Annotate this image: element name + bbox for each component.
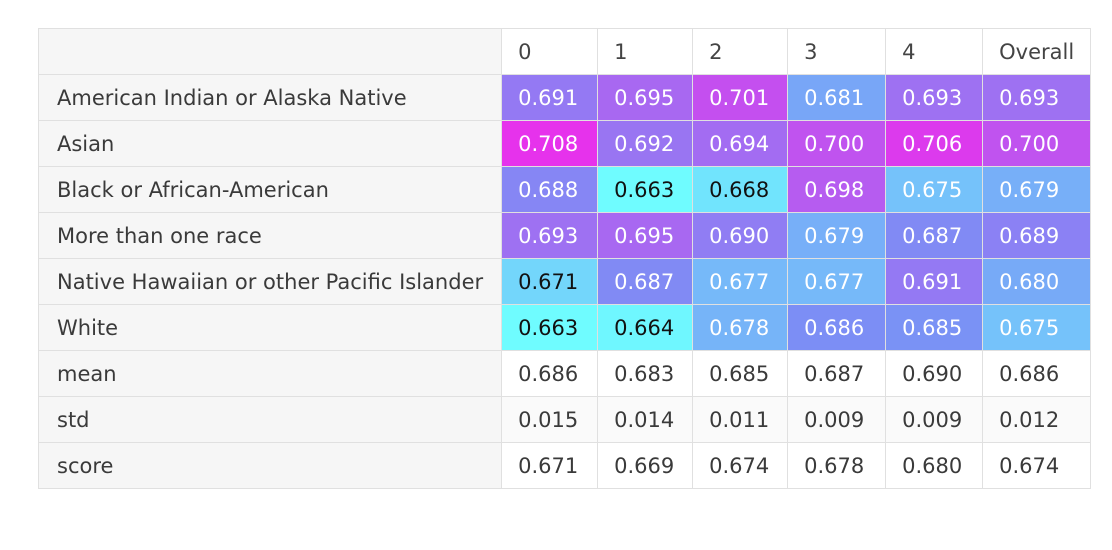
table-cell: 0.668: [692, 166, 789, 213]
table-cell: 0.690: [885, 350, 984, 397]
table-cell: 0.663: [597, 166, 694, 213]
table-cell: 0.012: [982, 396, 1092, 443]
table-cell: 0.691: [885, 258, 984, 305]
table-cell: 0.679: [982, 166, 1092, 213]
table-cell: 0.692: [597, 120, 694, 167]
table-row: White 0.663 0.664 0.678 0.686 0.685 0.675: [37, 304, 1092, 351]
table-row: Black or African-American 0.688 0.663 0.668…: [37, 166, 1092, 213]
table-cell: 0.675: [885, 166, 984, 213]
table-cell: 0.685: [692, 350, 789, 397]
table-cell: 0.700: [787, 120, 887, 167]
table-cell: 0.011: [692, 396, 789, 443]
row-label: American Indian or Alaska Native: [37, 74, 503, 121]
table-body: American Indian or Alaska Native 0.691 0.6…: [37, 74, 1092, 489]
table-cell: 0.687: [597, 258, 694, 305]
column-header-2: 2: [692, 28, 789, 75]
table-cell: 0.681: [787, 74, 887, 121]
column-header-3: 3: [787, 28, 887, 75]
row-label: Black or African-American: [37, 166, 503, 213]
table-cell: 0.679: [787, 212, 887, 259]
row-label: White: [37, 304, 503, 351]
row-label: Native Hawaiian or other Pacific Islande…: [37, 258, 503, 305]
table-cell: 0.694: [692, 120, 789, 167]
table-cell: 0.677: [787, 258, 887, 305]
row-label: score: [37, 442, 503, 489]
column-header-5: Overall: [982, 28, 1092, 75]
table-cell: 0.674: [692, 442, 789, 489]
row-label: More than one race: [37, 212, 503, 259]
table-cell: 0.675: [982, 304, 1092, 351]
table-cell: 0.708: [501, 120, 599, 167]
table-cell: 0.677: [692, 258, 789, 305]
table-cell: 0.664: [597, 304, 694, 351]
table-cell: 0.688: [501, 166, 599, 213]
table-row: mean 0.686 0.683 0.685 0.687 0.690 0.686: [37, 350, 1092, 397]
table-cell: 0.689: [982, 212, 1092, 259]
heatmap-table-container: 0 1 2 3 4 Overall American Indian or Alaska N…: [37, 28, 1092, 489]
table-cell: 0.674: [982, 442, 1092, 489]
table-cell: 0.693: [982, 74, 1092, 121]
table-cell: 0.663: [501, 304, 599, 351]
table-cell: 0.671: [501, 442, 599, 489]
table-cell: 0.680: [982, 258, 1092, 305]
table-cell: 0.693: [501, 212, 599, 259]
column-header-1: 1: [597, 28, 694, 75]
table-cell: 0.686: [982, 350, 1092, 397]
table-cell: 0.009: [885, 396, 984, 443]
table-row: score 0.671 0.669 0.674 0.678 0.680 0.674: [37, 442, 1092, 489]
table-cell: 0.695: [597, 212, 694, 259]
table-cell: 0.693: [885, 74, 984, 121]
row-label: Asian: [37, 120, 503, 167]
table-cell: 0.014: [597, 396, 694, 443]
table-cell: 0.009: [787, 396, 887, 443]
heatmap-table: 0 1 2 3 4 Overall American Indian or Alaska N…: [37, 28, 1092, 489]
table-cell: 0.015: [501, 396, 599, 443]
table-cell: 0.678: [787, 442, 887, 489]
table-cell: 0.695: [597, 74, 694, 121]
table-row: std 0.015 0.014 0.011 0.009 0.009 0.012: [37, 396, 1092, 443]
table-cell: 0.669: [597, 442, 694, 489]
table-row: More than one race 0.693 0.695 0.690 0.679 0.…: [37, 212, 1092, 259]
table-cell: 0.687: [885, 212, 984, 259]
table-row: American Indian or Alaska Native 0.691 0.6…: [37, 74, 1092, 121]
table-cell: 0.683: [597, 350, 694, 397]
corner-cell: [37, 28, 503, 75]
header-row: 0 1 2 3 4 Overall: [37, 28, 1092, 75]
table-cell: 0.678: [692, 304, 789, 351]
row-label: mean: [37, 350, 503, 397]
table-cell: 0.700: [982, 120, 1092, 167]
table-cell: 0.686: [787, 304, 887, 351]
table-cell: 0.685: [885, 304, 984, 351]
table-cell: 0.686: [501, 350, 599, 397]
table-row: Asian 0.708 0.692 0.694 0.700 0.706 0.700: [37, 120, 1092, 167]
row-label: std: [37, 396, 503, 443]
table-cell: 0.701: [692, 74, 789, 121]
table-cell: 0.691: [501, 74, 599, 121]
table-row: Native Hawaiian or other Pacific Islande…: [37, 258, 1092, 305]
table-cell: 0.680: [885, 442, 984, 489]
table-cell: 0.706: [885, 120, 984, 167]
column-header-0: 0: [501, 28, 599, 75]
table-cell: 0.690: [692, 212, 789, 259]
table-cell: 0.698: [787, 166, 887, 213]
table-cell: 0.687: [787, 350, 887, 397]
column-header-4: 4: [885, 28, 984, 75]
table-cell: 0.671: [501, 258, 599, 305]
